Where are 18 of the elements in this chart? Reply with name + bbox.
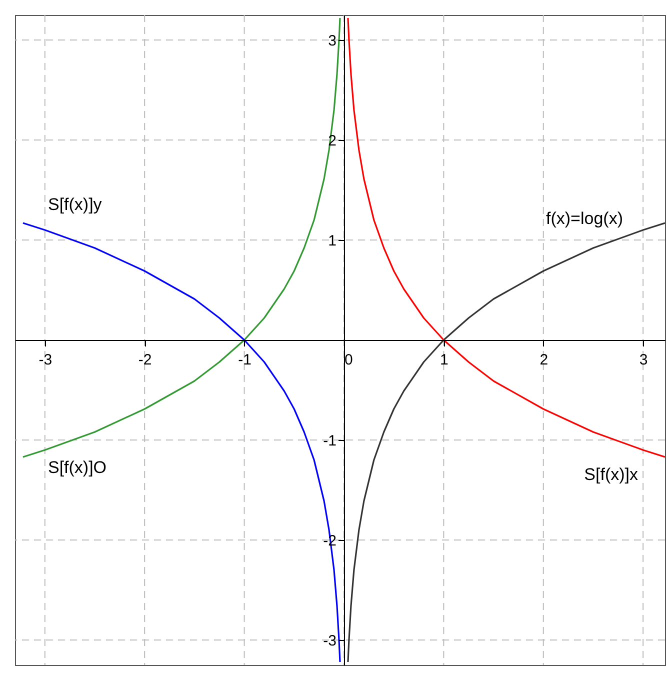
line-series: [347, 17, 665, 458]
line-series: [22, 17, 341, 458]
y-tick-label: 1: [328, 232, 336, 250]
x-tick-label: -1: [238, 352, 252, 368]
series-label: f(x)=log(x): [546, 209, 623, 228]
line-series: [22, 222, 341, 663]
x-tick-label: 3: [639, 352, 648, 368]
series-label: S[f(x)]y: [48, 195, 102, 214]
x-tick-label: -3: [38, 352, 52, 368]
y-tick-label: -1: [323, 432, 336, 450]
x-tick-label: -2: [138, 352, 152, 368]
x-tick-label: 1: [440, 352, 448, 368]
y-tick-label: -3: [323, 632, 336, 650]
x-tick-label: 0: [344, 352, 353, 368]
series-label: S[f(x)]x: [584, 465, 638, 484]
x-tick-label: 2: [540, 352, 548, 368]
y-tick-label: 3: [328, 32, 336, 50]
series-label: S[f(x)]O: [48, 458, 107, 477]
